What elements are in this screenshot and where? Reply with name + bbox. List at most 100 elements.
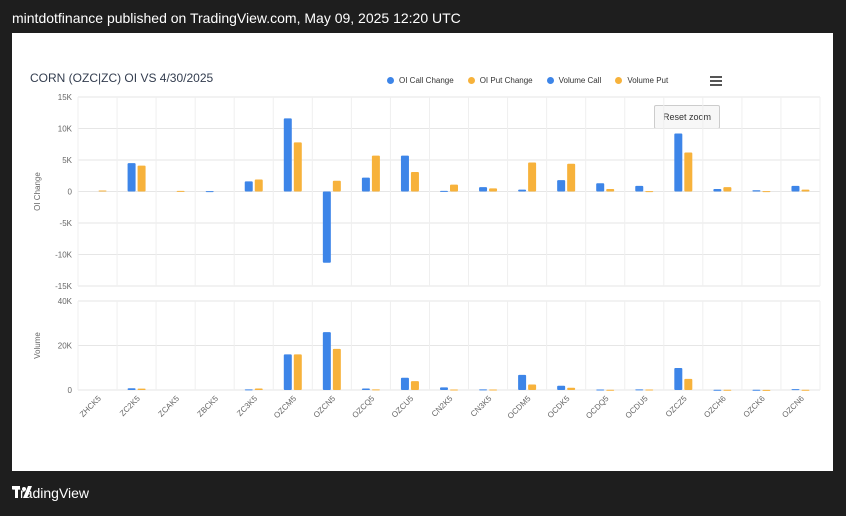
y-axis-title: Volume [33,332,42,359]
y-tick-label: 0 [68,386,73,395]
x-tick-label: OZCH6 [702,394,728,420]
bar-oi-put-change [371,155,380,192]
chart-svg: 15K 10K 5K 0 -5K -10K -15K OI Change 40K 20K 0 Volu… [33,93,821,421]
y-tick-label: -10K [55,251,73,260]
x-tick-label: ZHCK5 [78,394,103,419]
legend-label: Volume Call [558,76,602,85]
legend-marker-call [387,77,394,84]
legend-marker-put [615,77,623,84]
y-tick-label: 15K [58,93,73,102]
hamburger-menu-icon[interactable] [710,76,722,86]
bar-oi-call-change [322,191,331,263]
x-tick-label: ZBCK5 [195,394,220,419]
bar-volume-put [645,389,654,391]
bar-oi-put-change [254,179,263,192]
bar-oi-put-change [606,188,615,192]
legend-label: OI Call Change [399,76,454,85]
chart-frame: CORN (OZC|ZC) OI VS 4/30/2025 OI Call Ch… [12,33,833,471]
bar-volume-put [371,389,380,391]
bar-volume-call [635,389,644,391]
bar-volume-call [361,388,370,390]
y-tick-label: -15K [55,282,73,291]
x-tick-label: OZCQ5 [350,394,376,420]
bar-oi-call-change [440,190,448,192]
bar-volume-call [752,389,761,391]
bar-volume-put [606,389,615,391]
legend-item-volume-call[interactable]: Volume Call [546,76,602,85]
chart-legend: OI Call Change OI Put Change Volume Call… [387,76,668,85]
bar-volume-put [489,389,498,391]
legend-marker-put [467,77,475,84]
x-tick-label: OZCN5 [312,394,338,420]
bar-volume-put [332,348,341,390]
bar-oi-call-change [596,183,605,192]
bar-oi-call-change [752,190,761,192]
bar-oi-call-change [635,185,644,192]
publisher-header: mintdotfinance published on TradingView.… [12,10,461,26]
bar-oi-put-change [645,191,654,193]
y-tick-label: 40K [58,297,73,306]
y-tick-label: -5K [60,219,73,228]
x-tick-label: CN2K5 [430,394,455,419]
x-tick-label: OZCM5 [272,394,299,421]
reset-zoom-button[interactable]: Reset zoom [654,105,720,129]
bar-oi-call-change [400,155,409,192]
y-tick-label: 5K [62,156,72,165]
x-tick-label: CN3K5 [469,394,494,419]
bar-oi-call-change [127,163,136,192]
x-tick-label: ZCAK5 [156,394,181,419]
legend-label: Volume Put [627,76,669,85]
bar-volume-put [723,389,732,391]
x-tick-label: OCDU5 [624,394,651,421]
legend-item-volume-put[interactable]: Volume Put [615,76,668,85]
y-tick-label: 10K [58,125,73,134]
x-tick-label: OZCK6 [742,394,768,420]
tradingview-logo-icon [12,486,32,498]
legend-label: OI Put Change [479,76,533,85]
bar-volume-put [528,384,537,390]
bar-volume-call [440,387,448,390]
bar-volume-call [322,332,331,390]
bar-volume-call [596,389,605,391]
bar-oi-call-change [791,185,800,192]
bar-volume-call [518,374,527,390]
bar-oi-call-change [713,188,722,192]
bar-volume-put [293,354,302,390]
bar-oi-call-change [557,180,566,192]
bar-volume-put [762,389,771,391]
x-tick-label: OCDK5 [546,394,572,420]
bar-volume-put [254,388,263,390]
bar-volume-call [244,389,253,391]
bar-volume-put [410,381,419,390]
bar-oi-put-change [293,142,302,192]
x-tick-label: OCDQ5 [584,394,611,421]
bar-oi-call-change [479,187,488,192]
bar-oi-put-change [567,163,576,192]
y-tick-label: 0 [68,188,73,197]
bar-oi-put-change [137,165,146,192]
legend-item-oi-call[interactable]: OI Call Change [387,76,454,85]
bar-oi-call-change [674,133,683,192]
bar-volume-call [713,389,722,391]
bar-oi-call-change [205,191,214,193]
bar-volume-put [137,388,146,390]
bar-oi-put-change [684,152,693,192]
bar-oi-put-change [723,187,732,192]
y-tick-label: 20K [58,342,73,351]
bar-volume-call [127,388,136,390]
x-tick-label: ZC3K5 [235,394,259,418]
bar-volume-put [567,387,576,390]
chart-title: CORN (OZC|ZC) OI VS 4/30/2025 [30,71,214,85]
bar-volume-call [557,385,566,390]
legend-marker-call [546,77,554,84]
bar-oi-put-change [98,190,107,192]
bar-volume-put [801,389,810,391]
bar-oi-put-change [450,184,458,192]
bar-oi-call-change [518,189,527,192]
y-axis-title: OI Change [33,172,42,211]
x-tick-label: OZCN6 [780,394,806,420]
legend-item-oi-put[interactable]: OI Put Change [467,76,533,85]
bar-oi-put-change [410,171,419,192]
bar-volume-call [674,367,683,390]
bar-oi-put-change [176,190,185,192]
